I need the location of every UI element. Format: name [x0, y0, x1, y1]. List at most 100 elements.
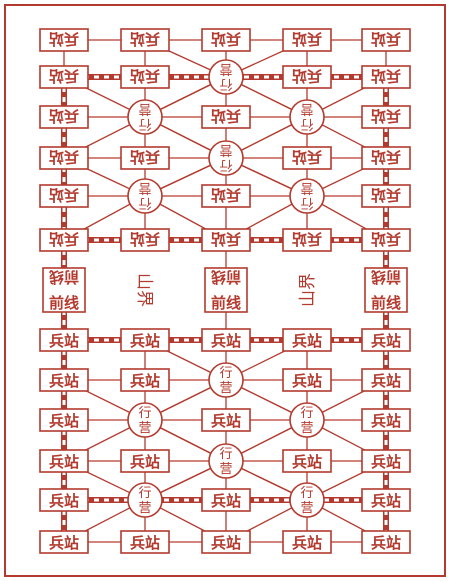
post-box — [39, 449, 89, 473]
post-cell[interactable]: 兵站 — [361, 488, 411, 512]
post-cell[interactable]: 兵站 — [361, 368, 411, 392]
post-label: 兵站 — [211, 30, 241, 48]
camp-cell[interactable]: 行营 — [127, 178, 163, 214]
post-cell[interactable]: 兵站 — [361, 449, 411, 473]
post-label: 兵站 — [49, 492, 79, 510]
post-label: 兵站 — [49, 534, 79, 552]
post-cell[interactable]: 兵站 — [201, 184, 251, 208]
post-box — [120, 368, 170, 392]
post-box — [282, 146, 332, 170]
post-box — [282, 449, 332, 473]
post-label: 兵站 — [292, 30, 322, 48]
camp-label: 营 — [138, 180, 151, 195]
post-cell[interactable]: 兵站 — [39, 530, 89, 554]
post-cell[interactable]: 兵站 — [39, 65, 89, 89]
camp-label: 行 — [300, 406, 313, 421]
post-cell[interactable]: 兵站 — [361, 530, 411, 554]
post-cell[interactable]: 兵站 — [201, 530, 251, 554]
mountain-label: 山界 — [135, 273, 154, 307]
post-cell[interactable]: 兵站 — [39, 328, 89, 352]
post-cell[interactable]: 兵站 — [39, 488, 89, 512]
camp-label: 营 — [300, 501, 313, 516]
post-cell[interactable]: 兵站 — [201, 328, 251, 352]
camp-cell[interactable]: 行营 — [289, 99, 325, 135]
post-cell[interactable]: 兵站 — [201, 408, 251, 432]
camp-cell[interactable]: 行营 — [289, 402, 325, 438]
post-cell[interactable]: 兵站 — [120, 530, 170, 554]
post-cell[interactable]: 兵站 — [39, 28, 89, 52]
camp-cell[interactable]: 行营 — [289, 482, 325, 518]
post-cell[interactable]: 兵站 — [201, 228, 251, 252]
post-label: 兵站 — [49, 148, 79, 166]
post-cell[interactable]: 兵站 — [120, 228, 170, 252]
post-box — [361, 105, 411, 129]
post-cell[interactable]: 兵站 — [39, 228, 89, 252]
post-cell[interactable]: 兵站 — [39, 105, 89, 129]
post-cell[interactable]: 兵站 — [282, 530, 332, 554]
camp-label: 行 — [138, 486, 151, 501]
camp-cell[interactable]: 行营 — [208, 362, 244, 398]
post-cell[interactable]: 兵站 — [39, 368, 89, 392]
frontline-label: 前线 — [211, 268, 241, 286]
post-cell[interactable]: 兵站 — [361, 105, 411, 129]
post-box — [361, 449, 411, 473]
post-cell[interactable]: 兵站 — [201, 105, 251, 129]
post-cell[interactable]: 兵站 — [39, 146, 89, 170]
post-label: 兵站 — [211, 107, 241, 125]
post-cell[interactable]: 兵站 — [282, 228, 332, 252]
camp-label: 行 — [300, 116, 313, 131]
post-box — [282, 368, 332, 392]
post-label: 兵站 — [130, 148, 160, 166]
post-cell[interactable]: 兵站 — [39, 184, 89, 208]
post-cell[interactable]: 兵站 — [282, 328, 332, 352]
camp-cell[interactable]: 行营 — [208, 59, 244, 95]
post-cell[interactable]: 兵站 — [39, 449, 89, 473]
post-cell[interactable]: 兵站 — [361, 65, 411, 89]
camp-cell[interactable]: 行营 — [127, 402, 163, 438]
camp-cell[interactable]: 行营 — [208, 140, 244, 176]
post-label: 兵站 — [292, 534, 322, 552]
post-cell[interactable]: 兵站 — [361, 328, 411, 352]
post-cell[interactable]: 兵站 — [282, 146, 332, 170]
post-cell[interactable]: 兵站 — [282, 449, 332, 473]
camp-label: 行 — [219, 366, 232, 381]
post-cell[interactable]: 兵站 — [361, 184, 411, 208]
camp-circle — [289, 178, 325, 214]
camp-cell[interactable]: 行营 — [208, 443, 244, 479]
post-cell[interactable]: 兵站 — [39, 408, 89, 432]
post-cell[interactable]: 兵站 — [361, 228, 411, 252]
post-cell[interactable]: 兵站 — [120, 28, 170, 52]
post-cell[interactable]: 兵站 — [282, 65, 332, 89]
camp-label: 营 — [219, 61, 232, 76]
post-box — [39, 28, 89, 52]
post-cell[interactable]: 兵站 — [361, 28, 411, 52]
post-box — [201, 105, 251, 129]
post-label: 兵站 — [211, 534, 241, 552]
camp-label: 行 — [219, 447, 232, 462]
post-label: 兵站 — [211, 186, 241, 204]
camp-circle — [127, 482, 163, 518]
post-cell[interactable]: 兵站 — [120, 146, 170, 170]
camp-cell[interactable]: 行营 — [127, 482, 163, 518]
post-cell[interactable]: 兵站 — [282, 368, 332, 392]
post-cell[interactable]: 兵站 — [361, 146, 411, 170]
post-box — [201, 328, 251, 352]
post-box — [361, 28, 411, 52]
post-cell[interactable]: 兵站 — [361, 408, 411, 432]
post-box — [39, 530, 89, 554]
post-cell[interactable]: 兵站 — [120, 328, 170, 352]
frontline-box — [364, 267, 408, 313]
camp-cell[interactable]: 行营 — [289, 178, 325, 214]
post-cell[interactable]: 兵站 — [201, 28, 251, 52]
post-cell[interactable]: 兵站 — [120, 368, 170, 392]
post-cell[interactable]: 兵站 — [282, 28, 332, 52]
frontline-box — [42, 267, 86, 313]
camp-cell[interactable]: 行营 — [127, 99, 163, 135]
post-cell[interactable]: 兵站 — [120, 65, 170, 89]
post-cell[interactable]: 兵站 — [201, 488, 251, 512]
post-cell[interactable]: 兵站 — [120, 449, 170, 473]
